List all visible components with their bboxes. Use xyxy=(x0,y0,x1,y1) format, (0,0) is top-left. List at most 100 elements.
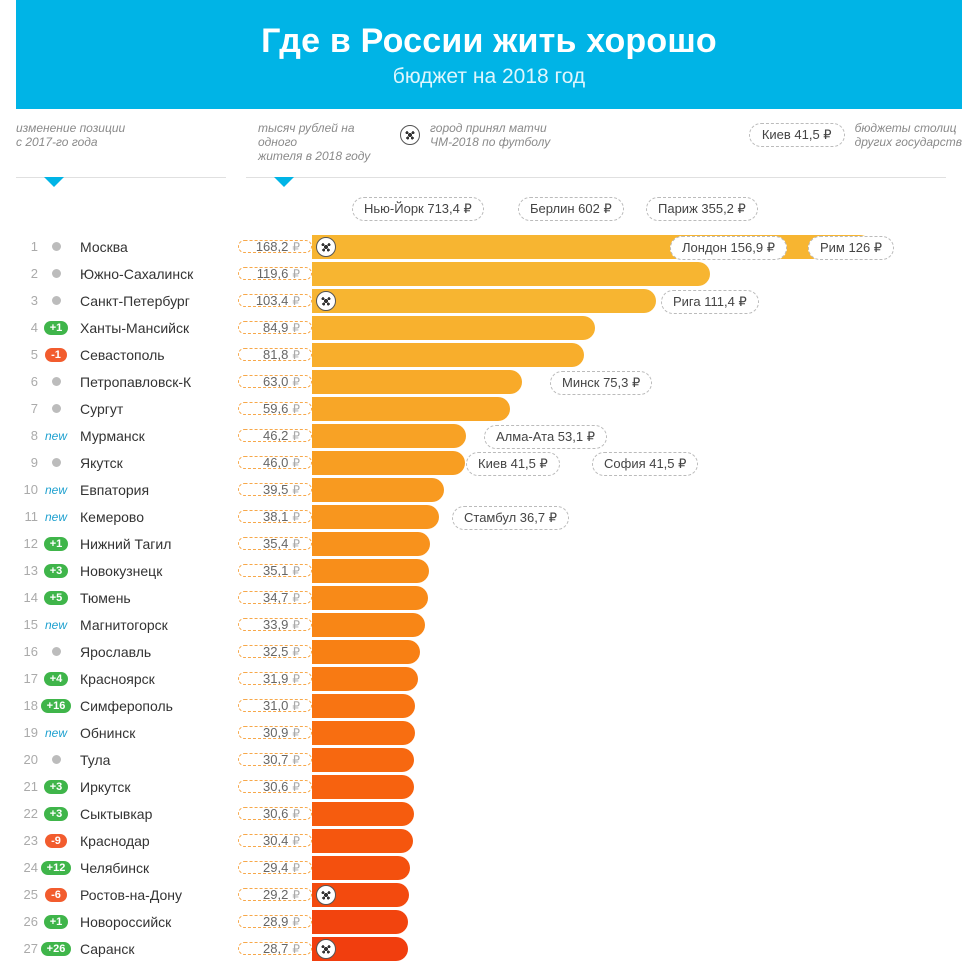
table-row: 25-6Ростов-на-Дону29,2₽ xyxy=(16,881,962,908)
no-change-icon xyxy=(52,458,61,467)
value-cell: 29,4₽ xyxy=(244,860,304,875)
table-row: 23-9Краснодар30,4₽ xyxy=(16,827,962,854)
table-row: 5-1Севастополь81,8₽ xyxy=(16,341,962,368)
value-cell: 35,1₽ xyxy=(244,563,304,578)
foreign-city-pill: Рига 111,4 ₽ xyxy=(661,290,759,314)
table-row: 24+12Челябинск29,4₽ xyxy=(16,854,962,881)
no-change-icon xyxy=(52,269,61,278)
position-change: +3 xyxy=(38,807,74,821)
position-change: +3 xyxy=(38,564,74,578)
change-badge: +1 xyxy=(44,321,69,335)
bar xyxy=(312,775,414,799)
change-badge: +5 xyxy=(44,591,69,605)
bar xyxy=(312,370,522,394)
ruble-icon: ₽ xyxy=(292,861,300,875)
city-name: Краснодар xyxy=(74,833,244,849)
table-row: 21+3Иркутск30,6₽ xyxy=(16,773,962,800)
city-name: Ярославль xyxy=(74,644,244,660)
rank-number: 1 xyxy=(16,239,38,254)
bar xyxy=(312,289,656,313)
table-row: 12+1Нижний Тагил35,4₽ xyxy=(16,530,962,557)
value-amount: 119,6 xyxy=(257,266,289,281)
table-row: 9Якутск46,0₽Киев 41,5 ₽София 41,5 ₽ xyxy=(16,449,962,476)
table-row: 8newМурманск46,2₽Алма-Ата 53,1 ₽ xyxy=(16,422,962,449)
bar xyxy=(312,802,414,826)
value-cell: 30,6₽ xyxy=(244,779,304,794)
bar-area: Стамбул 36,7 ₽ xyxy=(312,505,962,529)
value-cell: 63,0₽ xyxy=(244,374,304,389)
ruble-icon: ₽ xyxy=(292,402,300,416)
city-name: Новокузнецк xyxy=(74,563,244,579)
position-change: +3 xyxy=(38,780,74,794)
table-row: 19newОбнинск30,9₽ xyxy=(16,719,962,746)
value-cell: 28,7₽ xyxy=(244,941,304,956)
bar xyxy=(312,532,430,556)
city-name: Обнинск xyxy=(74,725,244,741)
city-name: Якутск xyxy=(74,455,244,471)
bar xyxy=(312,397,510,421)
ruble-icon: ₽ xyxy=(292,699,300,713)
value-cell: 30,9₽ xyxy=(244,725,304,740)
value-cell: 35,4₽ xyxy=(244,536,304,551)
rank-number: 21 xyxy=(16,779,38,794)
value-cell: 59,6₽ xyxy=(244,401,304,416)
rank-number: 24 xyxy=(16,860,38,875)
ruble-icon: ₽ xyxy=(292,456,300,470)
bar xyxy=(312,235,872,259)
bar-area xyxy=(312,856,962,880)
city-name: Иркутск xyxy=(74,779,244,795)
table-row: 16Ярославль32,5₽ xyxy=(16,638,962,665)
position-change: +1 xyxy=(38,537,74,551)
value-cell: 46,0 ₽ xyxy=(244,455,304,470)
position-change: new xyxy=(38,726,74,740)
value-amount: 46,0 xyxy=(263,455,288,470)
rank-number: 23 xyxy=(16,833,38,848)
value-cell: 33,9₽ xyxy=(244,617,304,632)
table-row: 14+5Тюмень34,7₽ xyxy=(16,584,962,611)
change-badge: +4 xyxy=(44,672,69,686)
legend-position-change: изменение позициис 2017-го года xyxy=(16,121,246,149)
value-amount: 168,2 xyxy=(256,239,289,254)
bar-area xyxy=(312,937,962,961)
value-cell: 30,4₽ xyxy=(244,833,304,848)
bar-area xyxy=(312,694,962,718)
position-change xyxy=(38,242,74,251)
rank-number: 4 xyxy=(16,320,38,335)
bar-area xyxy=(312,721,962,745)
value-cell: 34,7₽ xyxy=(244,590,304,605)
table-row: 10newЕвпатория39,5₽ xyxy=(16,476,962,503)
soccer-icon xyxy=(316,885,336,905)
bar-area xyxy=(312,532,962,556)
rank-number: 17 xyxy=(16,671,38,686)
ruble-icon: ₽ xyxy=(292,564,300,578)
position-change: new xyxy=(38,510,74,524)
rank-number: 25 xyxy=(16,887,38,902)
bar-area xyxy=(312,829,962,853)
bar xyxy=(312,451,465,475)
value-amount: 84,9 xyxy=(263,320,288,335)
position-change xyxy=(38,404,74,413)
city-name: Петропавловск-К xyxy=(74,374,244,390)
position-change: new xyxy=(38,483,74,497)
new-label: new xyxy=(45,618,67,632)
city-name: Тюмень xyxy=(74,590,244,606)
ruble-icon: ₽ xyxy=(292,834,300,848)
position-change xyxy=(38,269,74,278)
legend-per-capita: тысяч рублей на одногожителя в 2018 году xyxy=(258,121,388,163)
rank-number: 5 xyxy=(16,347,38,362)
soccer-icon xyxy=(316,291,336,311)
ruble-icon: ₽ xyxy=(292,294,300,308)
foreign-city-pill: Лондон 156,9 ₽ xyxy=(670,236,787,260)
bar-area xyxy=(312,397,962,421)
bar xyxy=(312,586,428,610)
foreign-city-pill: Париж 355,2 ₽ xyxy=(646,197,758,221)
chart-content: Нью-Йорк 713,4 ₽Берлин 602 ₽Париж 355,2 … xyxy=(16,197,962,962)
legend-worldcup: город принял матчиЧМ-2018 по футболу xyxy=(430,121,550,149)
bar xyxy=(312,316,595,340)
table-row: 3Санкт-Петербург103,4₽Рига 111,4 ₽ xyxy=(16,287,962,314)
ruble-icon: ₽ xyxy=(292,348,300,362)
value-cell: 32,5₽ xyxy=(244,644,304,659)
table-row: 17+4Красноярск31,9₽ xyxy=(16,665,962,692)
bar-area xyxy=(312,802,962,826)
bar xyxy=(312,424,466,448)
